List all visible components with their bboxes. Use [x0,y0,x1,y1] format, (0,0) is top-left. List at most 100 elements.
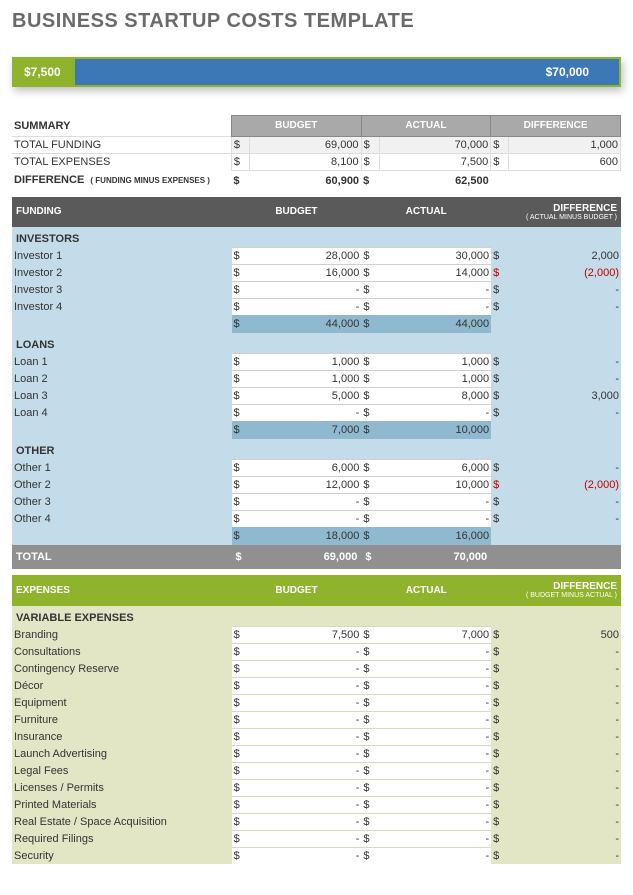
expense-budget-cell[interactable]: - [250,813,362,830]
expense-actual-cell[interactable]: - [379,796,491,813]
funding-subtotal-budget: 18,000 [250,527,362,545]
funding-budget-cell[interactable]: 1,000 [250,371,362,388]
expense-budget-cell[interactable]: - [250,847,362,864]
currency-symbol: $ [361,711,379,728]
funding-budget-cell[interactable]: 6,000 [250,460,362,477]
expense-diff-cell: - [509,694,621,711]
currency-symbol: $ [491,830,509,847]
funding-budget-cell[interactable]: - [250,405,362,422]
summary-actual-cell: 7,500 [379,153,491,170]
currency-symbol: $ [491,477,509,494]
currency-symbol: $ [232,299,250,316]
funding-budget-cell[interactable]: 28,000 [250,248,362,265]
expense-row-label: Launch Advertising [12,745,232,762]
funding-budget-cell[interactable]: - [250,299,362,316]
funding-budget-cell[interactable]: - [250,511,362,528]
currency-symbol: $ [361,511,379,528]
funding-actual-cell[interactable]: 6,000 [379,460,491,477]
expense-actual-cell[interactable]: - [379,711,491,728]
funding-diff-cell: (2,000) [509,265,621,282]
funding-total-budget: 69,000 [250,545,362,569]
funding-actual-cell[interactable]: - [379,511,491,528]
summary-row-label: TOTAL FUNDING [12,136,231,153]
expense-actual-cell[interactable]: - [379,847,491,864]
expense-actual-cell[interactable]: - [379,745,491,762]
funding-row-label: Investor 1 [12,248,232,265]
currency-symbol: $ [232,745,250,762]
currency-symbol: $ [491,847,509,864]
summary-diff-label: DIFFERENCE ( FUNDING MINUS EXPENSES ) [12,170,231,191]
expense-budget-cell[interactable]: - [250,694,362,711]
currency-symbol: $ [361,136,379,153]
funding-actual-cell[interactable]: - [379,494,491,511]
currency-symbol: $ [232,643,250,660]
currency-symbol: $ [232,830,250,847]
currency-symbol: $ [232,847,250,864]
summary-diff-actual: 62,500 [379,170,491,191]
expense-actual-cell[interactable]: - [379,677,491,694]
expense-budget-cell[interactable]: - [250,711,362,728]
expense-budget-cell[interactable]: - [250,779,362,796]
expense-budget-cell[interactable]: - [250,677,362,694]
expenses-section-label: EXPENSES [12,575,232,606]
currency-symbol: $ [232,265,250,282]
expense-budget-cell[interactable]: - [250,762,362,779]
funding-row-label: Loan 2 [12,371,232,388]
expense-diff-cell: - [509,779,621,796]
funding-actual-cell[interactable]: - [379,405,491,422]
funding-budget-cell[interactable]: - [250,282,362,299]
currency-symbol: $ [361,315,379,333]
currency-symbol: $ [361,779,379,796]
currency-symbol: $ [361,527,379,545]
expense-budget-cell[interactable]: - [250,796,362,813]
currency-symbol: $ [232,388,250,405]
bar-right-label: $70,000 [546,65,589,79]
funding-budget-cell[interactable]: - [250,494,362,511]
expense-budget-cell[interactable]: - [250,643,362,660]
funding-budget-cell[interactable]: 16,000 [250,265,362,282]
currency-symbol: $ [491,153,509,170]
currency-symbol: $ [361,643,379,660]
expense-actual-cell[interactable]: - [379,728,491,745]
funding-budget-cell[interactable]: 5,000 [250,388,362,405]
expense-budget-cell[interactable]: - [250,745,362,762]
currency-symbol: $ [491,494,509,511]
funding-section-label: FUNDING [12,197,232,228]
funding-group-header: INVESTORS [12,227,621,248]
expense-budget-cell[interactable]: - [250,660,362,677]
funding-actual-cell[interactable]: - [379,299,491,316]
currency-symbol: $ [361,796,379,813]
funding-actual-cell[interactable]: 1,000 [379,354,491,371]
funding-actual-cell[interactable]: 14,000 [379,265,491,282]
funding-actual-cell[interactable]: 8,000 [379,388,491,405]
expense-actual-cell[interactable]: - [379,694,491,711]
expense-actual-cell[interactable]: 7,000 [379,626,491,643]
expense-actual-cell[interactable]: - [379,660,491,677]
expense-actual-cell[interactable]: - [379,762,491,779]
funding-actual-cell[interactable]: 30,000 [379,248,491,265]
expense-budget-cell[interactable]: 7,500 [250,626,362,643]
currency-symbol: $ [361,153,379,170]
currency-symbol: $ [491,796,509,813]
expense-actual-cell[interactable]: - [379,643,491,660]
expense-actual-cell[interactable]: - [379,813,491,830]
funding-budget-cell[interactable]: 1,000 [250,354,362,371]
funding-actual-cell[interactable]: 1,000 [379,371,491,388]
funding-row-label: Other 2 [12,477,232,494]
funding-diff-cell: - [509,282,621,299]
expense-actual-cell[interactable]: - [379,779,491,796]
expense-row-label: Security [12,847,232,864]
funding-bar: $7,500 $70,000 [12,57,621,87]
currency-symbol: $ [491,460,509,477]
funding-diff-cell: 2,000 [509,248,621,265]
summary-table: SUMMARY BUDGET ACTUAL DIFFERENCE TOTAL F… [12,115,621,191]
expense-actual-cell[interactable]: - [379,830,491,847]
currency-symbol: $ [491,511,509,528]
funding-actual-cell[interactable]: - [379,282,491,299]
funding-budget-cell[interactable]: 12,000 [250,477,362,494]
expense-diff-cell: - [509,677,621,694]
expenses-group-header: VARIABLE EXPENSES [12,606,621,627]
expense-budget-cell[interactable]: - [250,728,362,745]
expense-budget-cell[interactable]: - [250,830,362,847]
funding-actual-cell[interactable]: 10,000 [379,477,491,494]
